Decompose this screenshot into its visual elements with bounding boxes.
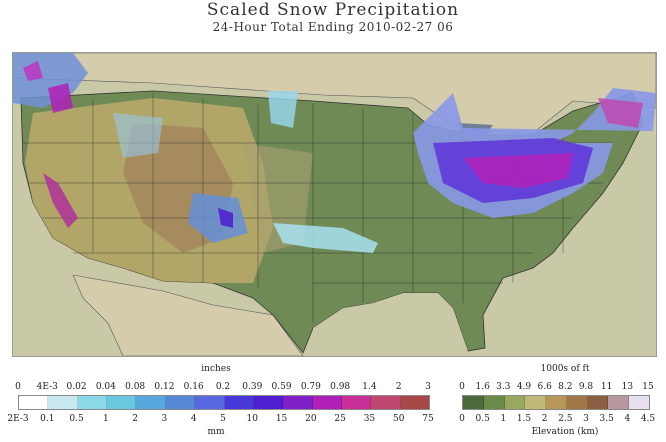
legend-swatch bbox=[253, 396, 284, 409]
legend-tick-label: 8.2 bbox=[558, 382, 573, 392]
legend-swatch bbox=[107, 396, 137, 409]
legend-tick-label: 11 bbox=[600, 382, 613, 392]
legend-tick-label: 3 bbox=[583, 414, 589, 424]
legend-swatch bbox=[629, 396, 650, 409]
legend-tick-label: 3.3 bbox=[496, 382, 511, 392]
snow-olympics bbox=[23, 61, 43, 81]
legend-tick-label: 0.98 bbox=[330, 382, 351, 392]
legend-tick-label: 0.59 bbox=[271, 382, 292, 392]
legend-tick-label: 9.8 bbox=[578, 382, 594, 392]
legend-tick-label: 1 bbox=[500, 414, 507, 424]
legend-tick-label: 0.04 bbox=[95, 382, 116, 392]
snow-northeast-heavy bbox=[463, 153, 573, 188]
legend-tick-label: 0.2 bbox=[215, 382, 231, 392]
snow-colorado-heavy bbox=[218, 208, 233, 228]
legend-tick-label: 20 bbox=[305, 414, 317, 424]
legend-swatch bbox=[312, 396, 342, 409]
legend-tick-label: 10 bbox=[246, 414, 259, 424]
legend-tick-label: 0 bbox=[459, 414, 465, 424]
elev-color-bar bbox=[462, 395, 650, 410]
legend-tick-label: 5 bbox=[220, 414, 226, 424]
legend-tick-label: 2.5 bbox=[558, 414, 573, 424]
snow-pacific-nw-heavy bbox=[48, 83, 73, 113]
snow-sierra bbox=[43, 173, 78, 228]
snow-precip-map bbox=[12, 52, 657, 357]
legend-tick-label: 4.9 bbox=[516, 382, 532, 392]
precip-bottom-unit: mm bbox=[207, 427, 225, 437]
legend-tick-label: 0 bbox=[15, 382, 21, 392]
legend-tick-label: 0 bbox=[459, 382, 465, 392]
legend-swatch bbox=[566, 396, 588, 409]
legend-tick-label: 4.5 bbox=[640, 414, 656, 424]
elev-top-unit: 1000s of ft bbox=[540, 364, 590, 374]
precip-color-bar bbox=[18, 395, 430, 410]
legend-swatch bbox=[165, 396, 196, 409]
legend-tick-label: 1.4 bbox=[362, 382, 377, 392]
legend-tick-label: 2E-3 bbox=[7, 414, 29, 424]
legend-tick-label: 0.5 bbox=[69, 414, 84, 424]
legend-swatch bbox=[195, 396, 225, 409]
legend-swatch bbox=[400, 396, 430, 409]
legend-tick-label: 0.02 bbox=[66, 382, 87, 392]
legend-tick-label: 3 bbox=[161, 414, 168, 424]
snow-dakota bbox=[268, 91, 298, 128]
legend-swatch bbox=[283, 396, 313, 409]
legend-swatch bbox=[136, 396, 166, 409]
precip-top-unit: inches bbox=[201, 364, 231, 374]
legend-tick-label: 1.5 bbox=[516, 414, 532, 424]
legend-tick-label: 2 bbox=[395, 382, 402, 392]
map-title: Scaled Snow Precipitation bbox=[206, 0, 460, 20]
gulf-of-mexico bbox=[313, 293, 468, 356]
legend-tick-label: 4 bbox=[190, 414, 197, 424]
legend-tick-label: 0.08 bbox=[125, 382, 146, 392]
legend-tick-label: 15 bbox=[642, 382, 654, 392]
legend-tick-label: 3.5 bbox=[599, 414, 614, 424]
legend-tick-label: 25 bbox=[334, 414, 346, 424]
us-map-svg bbox=[13, 53, 656, 356]
legend-swatch bbox=[371, 396, 401, 409]
legend-tick-label: 0.39 bbox=[242, 382, 263, 392]
snow-new-england bbox=[598, 98, 643, 128]
legend-swatch bbox=[77, 396, 108, 409]
legend-tick-label: 3 bbox=[425, 382, 431, 392]
map-subtitle: 24-Hour Total Ending 2010-02-27 06 bbox=[212, 20, 454, 34]
legend-tick-label: 0.16 bbox=[183, 382, 204, 392]
legend-swatch bbox=[587, 396, 609, 409]
legend-swatch bbox=[341, 396, 372, 409]
legend-tick-label: 4 bbox=[624, 414, 631, 424]
legend-tick-label: 50 bbox=[392, 414, 405, 424]
legend-tick-label: 0.5 bbox=[475, 414, 490, 424]
snow-northern-rockies bbox=[113, 113, 163, 158]
legend-tick-label: 35 bbox=[363, 414, 376, 424]
legend-tick-label: 13 bbox=[621, 382, 634, 392]
legend-tick-label: 4E-3 bbox=[36, 382, 58, 392]
legend-swatch bbox=[504, 396, 526, 409]
legend-tick-label: 0.12 bbox=[154, 382, 175, 392]
legend-tick-label: 6.6 bbox=[537, 382, 552, 392]
mexico-land bbox=[72, 274, 304, 356]
legend-tick-label: 75 bbox=[422, 414, 434, 424]
legend-tick-label: 2 bbox=[132, 414, 139, 424]
elev-bottom-unit: Elevation (km) bbox=[531, 427, 599, 437]
legend-swatch bbox=[463, 396, 484, 409]
legend-swatch bbox=[19, 396, 49, 409]
legend-swatch bbox=[608, 396, 630, 409]
legend-tick-label: 2 bbox=[541, 414, 548, 424]
legend-swatch bbox=[546, 396, 567, 409]
legend-tick-label: 0.79 bbox=[300, 382, 321, 392]
snow-colorado bbox=[188, 193, 248, 243]
legend-swatch bbox=[525, 396, 547, 409]
legend-swatch bbox=[48, 396, 78, 409]
legend-tick-label: 1 bbox=[102, 414, 109, 424]
snow-plains-band bbox=[273, 223, 378, 253]
legend-tick-label: 0.1 bbox=[40, 414, 55, 424]
legend-swatch bbox=[224, 396, 254, 409]
legend-tick-label: 1.6 bbox=[475, 382, 490, 392]
legend-swatch bbox=[483, 396, 505, 409]
legend-tick-label: 15 bbox=[275, 414, 288, 424]
